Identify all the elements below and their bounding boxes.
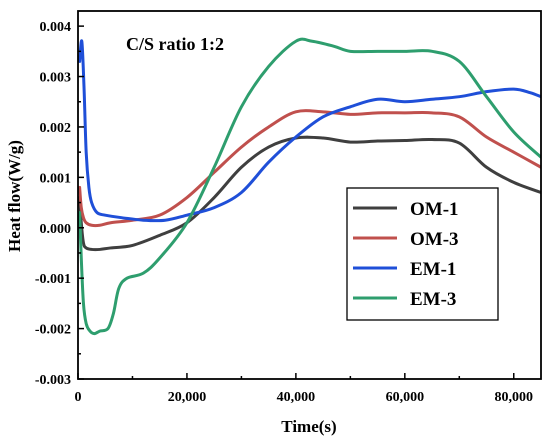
x-tick-label: 0 — [75, 390, 82, 405]
legend-label-em-3: EM-3 — [410, 289, 456, 310]
series-line-em-1 — [78, 39, 541, 223]
plot-series-group — [78, 37, 541, 336]
y-tick-label: -0.002 — [35, 323, 71, 338]
plot-frame — [77, 10, 542, 380]
x-tick-label: 60,000 — [386, 390, 425, 405]
x-tick-label: 20,000 — [168, 390, 207, 405]
series-line-om-3 — [78, 109, 541, 228]
chart-title: C/S ratio 1:2 — [126, 34, 224, 54]
y-tick-label: 0.003 — [40, 71, 72, 86]
legend-label-em-1: EM-1 — [410, 259, 456, 280]
series-line-om-1 — [78, 135, 541, 252]
series-line-em-3 — [78, 37, 541, 336]
y-axis-title: Heat flow(W/g) — [5, 140, 24, 252]
y-tick-label: 0.004 — [40, 20, 72, 35]
y-tick-label: -0.003 — [35, 373, 71, 388]
y-tick-label: 0.001 — [40, 171, 72, 186]
axis-ticks-group: 0 20,000 40,000 60,000 80,000 -0.003 -0.002 -0.… — [35, 20, 533, 405]
legend-label-om-3: OM-3 — [410, 229, 459, 250]
x-tick-label: 40,000 — [277, 390, 316, 405]
legend: OM-1 OM-3 EM-1 EM-3 — [346, 187, 499, 321]
legend-label-om-1: OM-1 — [410, 199, 459, 220]
x-tick-label: 80,000 — [495, 390, 534, 405]
y-tick-label: -0.001 — [35, 272, 71, 287]
y-tick-label: 0.002 — [40, 121, 72, 136]
y-tick-label: 0.000 — [40, 222, 72, 237]
x-axis-title: Time(s) — [281, 417, 336, 436]
